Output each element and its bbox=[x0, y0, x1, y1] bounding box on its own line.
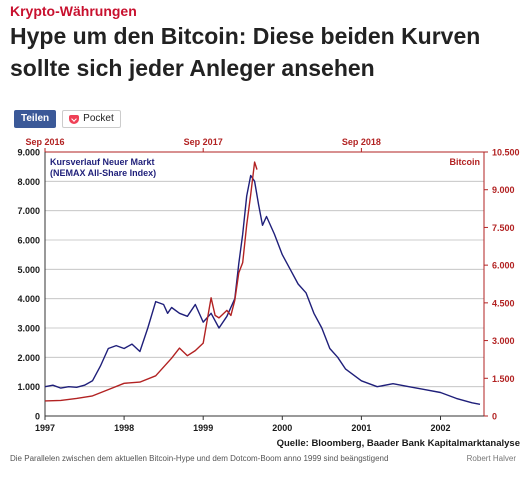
left-tick-label: 6.000 bbox=[17, 236, 40, 246]
right-tick-label: 4.500 bbox=[492, 298, 515, 308]
pocket-button[interactable]: Pocket bbox=[62, 110, 121, 128]
bitcoin-series-line bbox=[44, 161, 258, 402]
image-credit: Robert Halver bbox=[466, 454, 516, 463]
right-tick-label: 9.000 bbox=[492, 185, 515, 195]
bottom-tick-label: 1997 bbox=[35, 423, 55, 433]
left-axis-title: Kursverlauf Neuer Markt bbox=[50, 157, 155, 167]
top-tick-label: Sep 2018 bbox=[342, 137, 381, 147]
bottom-tick-label: 2000 bbox=[272, 423, 292, 433]
pocket-label: Pocket bbox=[83, 113, 114, 124]
right-tick-label: 6.000 bbox=[492, 261, 515, 271]
image-caption: Die Parallelen zwischen dem aktuellen Bi… bbox=[10, 454, 389, 463]
left-tick-label: 3.000 bbox=[17, 324, 40, 334]
share-button[interactable]: Teilen bbox=[14, 110, 57, 128]
kicker: Krypto-Währungen bbox=[10, 3, 137, 19]
left-axis-subtitle: (NEMAX All-Share Index) bbox=[50, 168, 156, 178]
right-tick-label: 1.500 bbox=[492, 374, 515, 384]
right-tick-label: 10.500 bbox=[492, 148, 520, 158]
bottom-tick-label: 1998 bbox=[114, 423, 134, 433]
right-tick-label: 7.500 bbox=[492, 223, 515, 233]
right-axis-title: Bitcoin bbox=[450, 157, 481, 167]
chart: 0 1.000 2.000 3.000 4.000 5.000 6.000 7.000 8.00… bbox=[0, 128, 530, 454]
nemax-series-line bbox=[44, 174, 481, 405]
right-tick-label: 3.000 bbox=[492, 336, 515, 346]
left-tick-label: 2.000 bbox=[17, 353, 40, 363]
bottom-tick-label: 2002 bbox=[430, 423, 450, 433]
left-tick-label: 1.000 bbox=[17, 382, 40, 392]
right-tick-label: 0 bbox=[492, 412, 497, 422]
left-tick-label: 4.000 bbox=[17, 294, 40, 304]
left-tick-label: 9.000 bbox=[17, 148, 40, 158]
chart-source: Quelle: Bloomberg, Baader Bank Kapitalma… bbox=[277, 438, 520, 449]
pocket-icon bbox=[69, 114, 80, 124]
bottom-tick-label: 2001 bbox=[351, 423, 371, 433]
page-title: Hype um den Bitcoin: Diese beiden Kurven… bbox=[10, 23, 481, 81]
top-tick-label: Sep 2016 bbox=[25, 137, 64, 147]
bottom-tick-label: 1999 bbox=[193, 423, 213, 433]
share-bar: Teilen Pocket bbox=[14, 110, 121, 128]
left-tick-label: 7.000 bbox=[17, 206, 40, 216]
left-tick-label: 8.000 bbox=[17, 177, 40, 187]
top-tick-label: Sep 2017 bbox=[184, 137, 223, 147]
left-tick-label: 5.000 bbox=[17, 265, 40, 275]
left-tick-label: 0 bbox=[35, 412, 40, 422]
chart-svg: 0 1.000 2.000 3.000 4.000 5.000 6.000 7.000 8.00… bbox=[17, 137, 520, 449]
